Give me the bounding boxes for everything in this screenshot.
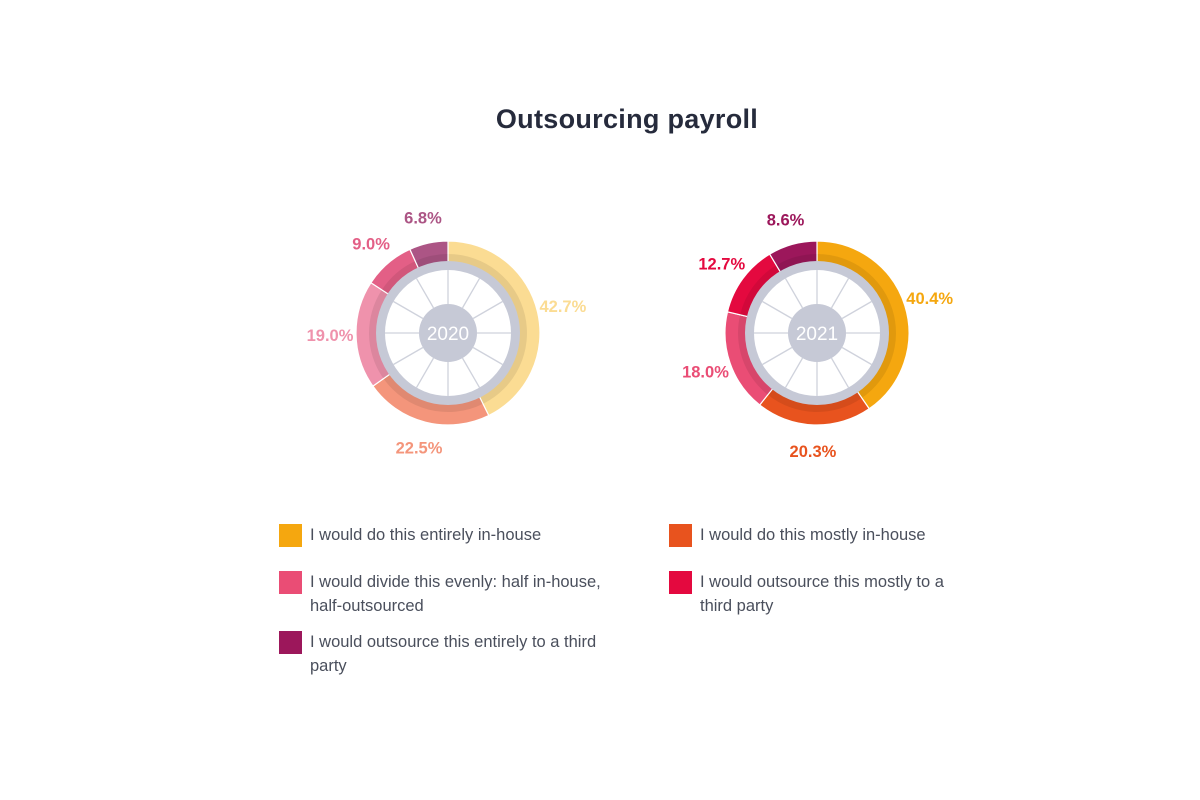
slice-inner-band bbox=[768, 387, 862, 413]
data-label-mostly-in-house: 22.5% bbox=[396, 439, 443, 457]
legend-swatch-mostly-in-house bbox=[669, 524, 692, 547]
legend-label: I would do this entirely in-house bbox=[310, 526, 542, 544]
data-label-divide-evenly: 19.0% bbox=[307, 327, 354, 345]
data-label-mostly-outsourced: 9.0% bbox=[352, 236, 390, 254]
spoke bbox=[472, 300, 503, 320]
center-hub bbox=[419, 304, 477, 362]
spoke bbox=[841, 346, 872, 366]
spoke bbox=[762, 300, 793, 320]
data-label-divide-evenly: 18.0% bbox=[682, 364, 729, 382]
legend-item-entirely-in-house: I would do this entirely in-house bbox=[279, 524, 619, 547]
data-label-entirely-in-house: 40.4% bbox=[906, 290, 953, 308]
data-label-entirely-in-house: 42.7% bbox=[540, 298, 587, 316]
legend-item-mostly-outsourced: I would outsource this mostly to a third… bbox=[669, 571, 959, 618]
legend-swatch-mostly-outsourced bbox=[669, 571, 692, 594]
data-label-entirely-outsourced: 6.8% bbox=[404, 210, 442, 228]
spoke bbox=[841, 300, 872, 320]
donut-2020: 42.7% 22.5% 19.0% 9.0% 6.8% 2020 bbox=[307, 210, 587, 458]
year-label: 2020 bbox=[427, 324, 469, 345]
legend-label: I would divide this evenly: half in-hous… bbox=[310, 573, 601, 615]
spoke bbox=[415, 357, 435, 388]
legend-label: I would outsource this mostly to a third… bbox=[700, 573, 944, 615]
spoke bbox=[830, 357, 850, 388]
legend-item-entirely-outsourced: I would outsource this entirely to a thi… bbox=[279, 631, 624, 678]
legend-swatch-entirely-in-house bbox=[279, 524, 302, 547]
spoke bbox=[393, 300, 424, 320]
data-label-entirely-outsourced: 8.6% bbox=[767, 211, 805, 229]
spoke bbox=[415, 278, 435, 309]
spoke bbox=[393, 346, 424, 366]
year-label: 2021 bbox=[796, 324, 838, 345]
spoke bbox=[472, 346, 503, 366]
center-hub bbox=[788, 304, 846, 362]
spoke bbox=[762, 346, 793, 366]
legend-item-divide-evenly: I would divide this evenly: half in-hous… bbox=[279, 571, 624, 618]
legend-label: I would outsource this entirely to a thi… bbox=[310, 633, 597, 675]
legend-item-mostly-in-house: I would do this mostly in-house bbox=[669, 524, 969, 547]
spoke bbox=[461, 278, 481, 309]
slice-inner-band bbox=[448, 254, 528, 404]
slice-inner-band bbox=[382, 261, 420, 296]
legend-swatch-divide-evenly bbox=[279, 571, 302, 594]
spoke bbox=[784, 278, 804, 309]
donut-2021: 40.4% 20.3% 18.0% 12.7% 8.6% 2021 bbox=[682, 211, 953, 461]
spoke bbox=[461, 357, 481, 388]
slice-inner-band bbox=[369, 290, 392, 379]
data-label-mostly-outsourced: 12.7% bbox=[698, 255, 745, 273]
slice-inner-band bbox=[817, 254, 896, 398]
chart-title: Outsourcing payroll bbox=[495, 104, 759, 134]
spoke bbox=[830, 278, 850, 309]
legend-label: I would do this mostly in-house bbox=[700, 526, 926, 544]
legend-swatch-entirely-outsourced bbox=[279, 631, 302, 654]
spoke bbox=[784, 357, 804, 388]
data-label-mostly-in-house: 20.3% bbox=[790, 443, 837, 461]
